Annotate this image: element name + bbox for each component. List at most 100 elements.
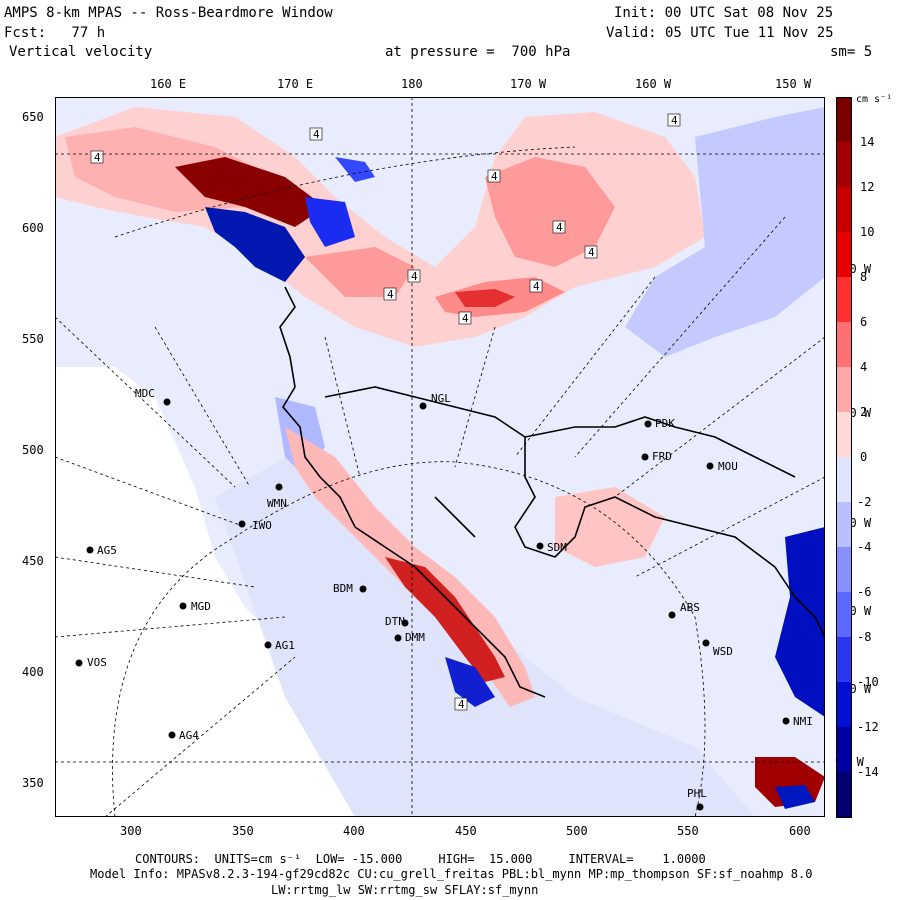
colorbar-swatch [836,412,852,458]
descent-cell-bottom [775,785,815,809]
station-phl[interactable]: PHL [687,787,707,811]
y-tick-600: 600 [22,221,44,235]
colorbar-swatch [836,547,852,593]
station-mgd[interactable]: MGD [179,600,211,613]
colorbar-label: -2 [857,495,872,509]
colorbar-label: -4 [857,540,872,554]
contours-info: CONTOURS: UNITS=cm s⁻¹ LOW= -15.000 HIGH… [135,852,706,866]
ascent-east-patch [555,487,665,567]
descent-cluster-2 [305,197,355,247]
x-tick-550: 550 [677,824,699,838]
colorbar-label: 4 [860,360,868,374]
x-tick-500: 500 [566,824,588,838]
contour-label: 4 [529,279,543,293]
strong-cell-right [775,527,825,717]
lon-label-160e: 160 E [150,77,187,91]
contour-label: 4 [552,220,566,234]
contour-label: 4 [667,113,681,127]
strong-descent-cluster [205,207,305,282]
colorbar-label: 2 [860,405,868,419]
pressure-level: at pressure = 700 hPa [385,44,571,60]
colorbar-label: 0 [860,450,868,464]
station-ngl[interactable]: NGL [419,392,452,410]
station-bdm[interactable]: BDM [333,582,367,595]
colorbar-swatch [836,502,852,548]
forecast-hour: Fcst: 77 h [4,25,106,41]
colorbar-label: -14 [857,765,879,779]
station-iwo[interactable]: IWO [238,519,272,532]
svg-text:4: 4 [533,280,540,293]
station-ag5[interactable]: AG5 [86,544,117,557]
station-dmm[interactable]: DMM [394,631,426,644]
ascent-core-5 [305,247,415,297]
contour-label: 4 [309,127,323,141]
contour-label: 4 [383,287,397,301]
colorbar-label: 8 [860,270,868,284]
y-tick-550: 550 [22,332,44,346]
station-ag1[interactable]: AG1 [264,639,295,652]
colorbar-swatch [836,232,852,278]
svg-text:VOS: VOS [87,656,107,669]
svg-text:DTN: DTN [385,615,405,628]
colorbar-label: -12 [857,720,879,734]
valid-time: Valid: 05 UTC Tue 11 Nov 25 [606,25,834,41]
y-tick-650: 650 [22,110,44,124]
station-wsd[interactable]: WSD [702,639,733,659]
colorbar-swatch [836,367,852,413]
station-nmi[interactable]: NMI [782,715,813,728]
svg-text:4: 4 [313,128,320,141]
strong-ascent-cluster [175,157,325,227]
map-title: AMPS 8-km MPAS -- Ross-Beardmore Window [4,5,333,21]
colorbar-swatch [836,637,852,683]
x-tick-300: 300 [120,824,142,838]
colorbar-swatch [836,187,852,233]
ascent-core-3 [455,289,515,307]
station-wmn[interactable]: WMN [267,483,287,511]
svg-text:4: 4 [588,246,595,259]
station-pdk[interactable]: PDK [644,417,676,430]
variable-name: Vertical velocity [9,44,153,60]
contour-labels: 4 4 4 4 4 4 4 4 4 4 4 [90,113,681,711]
svg-text:4: 4 [411,270,418,283]
colorbar-units: cm s⁻¹ [856,94,893,105]
station-ag4[interactable]: AG4 [168,729,200,742]
station-frd[interactable]: FRD [641,450,672,463]
station-mdc[interactable]: MDC [135,387,171,406]
svg-text:FRD: FRD [652,450,672,463]
station-mou[interactable]: MOU [706,460,738,473]
station-sdm[interactable]: SDM [536,541,568,554]
svg-text:MGD: MGD [191,600,211,613]
station-abs[interactable]: ABS [668,601,700,619]
colorbar-swatch [836,772,852,818]
contour-label: 4 [487,169,501,183]
svg-text:PHL: PHL [687,787,707,800]
svg-text:SDM: SDM [547,541,567,554]
colorbar [836,97,852,818]
contour-label: 4 [584,245,598,259]
svg-text:AG1: AG1 [275,639,295,652]
contour-label: 4 [90,150,104,164]
descent-coast-cluster [445,657,495,707]
x-tick-600: 600 [789,824,811,838]
contour-label: 4 [407,269,421,283]
station-vos[interactable]: VOS [75,656,107,669]
svg-text:MDC: MDC [135,387,155,400]
svg-text:NGL: NGL [431,392,451,405]
model-info-physics: LW:rrtmg_lw SW:rrtmg_sw SFLAY:sf_mynn [271,883,539,897]
y-tick-500: 500 [22,443,44,457]
colorbar-swatch [836,457,852,503]
svg-text:4: 4 [387,288,394,301]
svg-text:4: 4 [671,114,678,127]
svg-text:AG4: AG4 [179,729,199,742]
station-dtn[interactable]: DTN [385,615,409,628]
contour-label: 4 [458,311,472,325]
svg-text:4: 4 [458,698,465,711]
stations: MDC NGL PDK FRD MOU WMN IWO AG5 SDM BDM … [75,387,813,811]
svg-text:4: 4 [462,312,469,325]
lon-label-170w: 170 W [510,77,547,91]
svg-text:AG5: AG5 [97,544,117,557]
colorbar-label: 12 [860,180,875,194]
y-tick-350: 350 [22,776,44,790]
colorbar-label: 6 [860,315,868,329]
svg-text:WMN: WMN [267,497,287,510]
